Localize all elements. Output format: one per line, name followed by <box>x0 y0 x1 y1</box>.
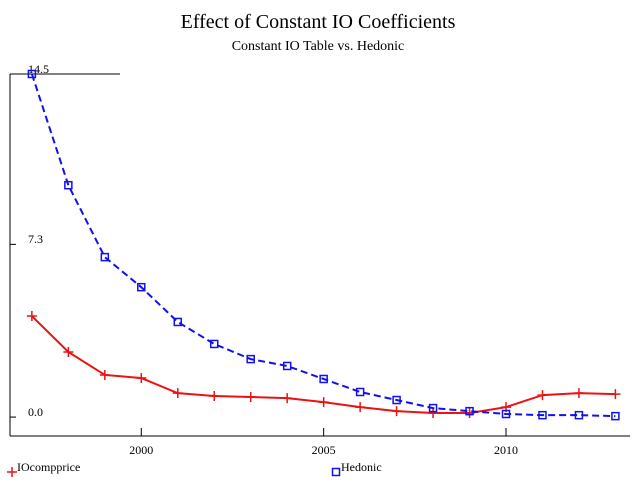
point <box>209 339 219 349</box>
point <box>538 410 547 420</box>
point <box>428 403 438 413</box>
point <box>246 354 255 364</box>
x-tick-label: 2010 <box>494 443 518 457</box>
point <box>209 391 220 402</box>
legend-label: IOcompprice <box>17 460 80 474</box>
point <box>355 402 366 413</box>
point <box>282 393 293 404</box>
y-tick-label: 0.0 <box>28 405 43 419</box>
point <box>26 311 37 322</box>
point <box>428 408 439 419</box>
point <box>392 395 401 405</box>
point <box>99 369 110 380</box>
point <box>173 317 183 327</box>
series-line <box>30 73 616 418</box>
point <box>282 361 292 371</box>
point <box>465 406 474 416</box>
point <box>27 69 37 79</box>
legend-marker <box>331 467 341 477</box>
y-tick-label: 14.5 <box>28 62 49 76</box>
legend-label: Hedonic <box>341 460 382 474</box>
y-tick-label: 7.3 <box>28 232 43 246</box>
legend-marker <box>7 467 17 477</box>
chart-title: Effect of Constant IO Coefficients <box>181 11 456 33</box>
x-tick-label: 2005 <box>312 443 336 457</box>
point <box>573 388 584 399</box>
point <box>63 347 74 358</box>
point <box>355 387 365 397</box>
point <box>136 373 147 384</box>
point <box>610 389 621 400</box>
chart-subtitle: Constant IO Table vs. Hedonic <box>232 39 405 54</box>
point <box>64 180 73 190</box>
point <box>318 397 329 408</box>
point <box>172 388 183 399</box>
point <box>245 391 256 402</box>
point <box>537 390 548 401</box>
x-tick-label: 2000 <box>129 443 153 457</box>
point <box>137 282 146 292</box>
point <box>611 411 620 421</box>
point <box>319 374 328 384</box>
point <box>100 252 110 262</box>
point <box>501 409 511 419</box>
point <box>574 410 584 420</box>
point <box>391 406 402 417</box>
